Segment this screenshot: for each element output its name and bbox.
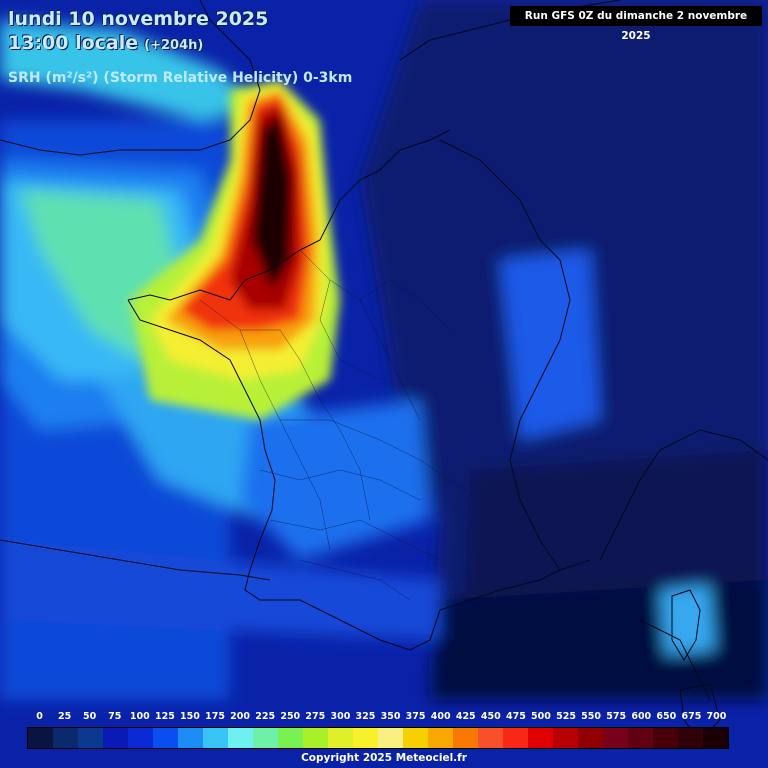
legend-label: 300	[330, 711, 351, 722]
parameter-label: SRH (m²/s²) (Storm Relative Helicity) 0-…	[8, 70, 353, 86]
legend-swatch	[378, 728, 403, 748]
run-info: Run GFS 0Z du dimanche 2 novembre 2025	[510, 6, 762, 42]
legend-label: 50	[83, 711, 97, 722]
legend-swatch	[178, 728, 203, 748]
legend-swatch	[28, 728, 53, 748]
legend-label: 500	[531, 711, 551, 722]
legend-swatch	[653, 728, 678, 748]
legend-color-bar	[27, 727, 729, 749]
local-time: 13:00 locale	[8, 32, 139, 54]
legend-label: 475	[505, 711, 526, 722]
north-teal-arm	[0, 20, 260, 120]
corsica-light	[660, 585, 715, 655]
legend-swatch	[603, 728, 628, 748]
legend-label: 575	[606, 711, 627, 722]
legend-swatch	[528, 728, 553, 748]
legend-label: 225	[255, 711, 276, 722]
legend-label: 675	[681, 711, 702, 722]
forecast-date: lundi 10 novembre 2025	[8, 8, 269, 30]
legend-swatch	[678, 728, 703, 748]
legend-swatch	[153, 728, 178, 748]
plume-core	[252, 115, 292, 290]
legend-label: 125	[154, 711, 175, 722]
legend-label: 350	[380, 711, 401, 722]
corsica-outline	[671, 589, 701, 661]
legend-swatch	[328, 728, 353, 748]
legend-label: 450	[480, 711, 501, 722]
legend-swatch	[53, 728, 78, 748]
legend-swatch	[203, 728, 228, 748]
legend-swatch	[428, 728, 453, 748]
legend-swatch	[353, 728, 378, 748]
color-legend: 0 25 50 75 100 125 150 175 200 225 250 275 300 325 350…	[27, 711, 729, 749]
center-light-blue	[240, 400, 430, 560]
legend-label: 325	[355, 711, 376, 722]
legend-swatch	[228, 728, 253, 748]
lead-time: (+204h)	[144, 38, 204, 53]
legend-swatch	[503, 728, 528, 748]
legend-label: 250	[280, 711, 301, 722]
mediterranean-dark	[430, 580, 768, 700]
legend-labels: 0 25 50 75 100 125 150 175 200 225 250 275 300 325 350…	[27, 711, 729, 727]
legend-label: 150	[180, 711, 200, 722]
alps-light	[500, 250, 600, 440]
department-borders	[199, 249, 501, 601]
legend-label: 600	[631, 711, 652, 722]
legend-swatch	[478, 728, 503, 748]
legend-swatch	[403, 728, 428, 748]
legend-label: 0	[36, 711, 43, 722]
legend-label: 550	[581, 711, 602, 722]
forecast-time: 13:00 locale (+204h)	[8, 32, 203, 54]
uk-coast	[0, 0, 261, 156]
italy-coast	[599, 429, 768, 701]
legend-label: 525	[556, 711, 576, 722]
helicity-plume	[130, 80, 340, 420]
legend-label: 75	[108, 711, 122, 722]
copyright: Copyright 2025 Meteociel.fr	[301, 752, 467, 764]
legend-swatch	[103, 728, 128, 748]
legend-label: 200	[230, 711, 251, 722]
legend-label: 400	[430, 711, 451, 722]
legend-swatch	[78, 728, 103, 748]
legend-swatch	[303, 728, 328, 748]
legend-swatch	[578, 728, 603, 748]
legend-label: 100	[129, 711, 150, 722]
legend-swatch	[703, 728, 728, 748]
legend-label: 375	[405, 711, 426, 722]
legend-label: 650	[656, 711, 677, 722]
legend-swatch	[553, 728, 578, 748]
iberia-coast	[0, 539, 271, 581]
east-border	[439, 139, 571, 571]
legend-swatch	[628, 728, 653, 748]
legend-swatch	[253, 728, 278, 748]
legend-label: 425	[455, 711, 476, 722]
legend-label: 275	[305, 711, 326, 722]
legend-label: 700	[706, 711, 727, 722]
legend-swatch	[453, 728, 478, 748]
legend-label: 25	[57, 711, 72, 722]
legend-swatch	[128, 728, 153, 748]
legend-label: 175	[205, 711, 225, 722]
legend-swatch	[278, 728, 303, 748]
